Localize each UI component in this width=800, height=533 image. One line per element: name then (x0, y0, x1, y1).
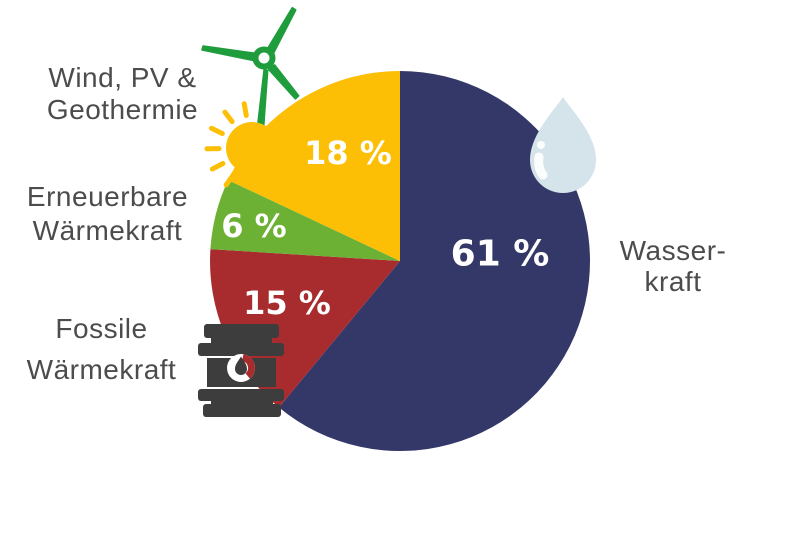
label-erneuerbare-waermekraft: Erneuerbare Wärmekraft (15, 180, 200, 248)
sun-rays (204, 101, 249, 188)
turbine-tower (256, 68, 269, 133)
pie-slice-wind-pv-geothermie (228, 71, 400, 261)
pct-label-erneuerbare-waermekraft: 6 % (221, 207, 287, 245)
turbine-blade-upright (266, 7, 297, 53)
water-drop-glint (537, 141, 545, 149)
barrel-lid-bottom (203, 404, 281, 417)
pie-slice-wasserkraft (278, 71, 591, 451)
label-line: Erneuerbare (26, 181, 189, 212)
water-drop-highlight (534, 152, 548, 180)
oil-barrel-icon (198, 324, 284, 417)
turbine-blade-downright (267, 64, 300, 100)
water-drop-icon (530, 97, 596, 193)
label-wasserkraft: Wasser- kraft (593, 235, 753, 297)
turbine-hub (252, 46, 276, 70)
wind-turbine-icon (201, 7, 300, 133)
label-line: Wind, PV & (48, 62, 197, 93)
label-line: Geothermie (46, 94, 199, 125)
pct-label-fossile-waermekraft: 15 % (243, 284, 331, 322)
sun-disc (226, 122, 278, 174)
pie-slice-erneuerbare-wärmekraft (210, 180, 400, 261)
label-line: Wärmekraft (32, 215, 183, 246)
label-line: Wasser- (619, 235, 727, 266)
turbine-blade-left (201, 45, 258, 62)
barrel-lid-top (204, 324, 279, 338)
label-wind-pv-geothermie: Wind, PV & Geothermie (30, 62, 215, 126)
label-fossile-waermekraft: Fossile Wärmekraft (9, 308, 194, 390)
sun-icon (204, 101, 278, 188)
barrel-oil-logo (227, 354, 255, 382)
pct-label-wind-pv-geothermie: 18 % (304, 134, 392, 172)
label-line: Fossile (55, 313, 148, 344)
label-line: Wärmekraft (26, 354, 177, 385)
water-drop-body (530, 97, 596, 193)
label-line: kraft (644, 266, 702, 297)
barrel-rib-upper (198, 343, 284, 356)
pct-label-wasserkraft: 61 % (450, 233, 550, 275)
barrel-rib-lower (198, 389, 284, 401)
